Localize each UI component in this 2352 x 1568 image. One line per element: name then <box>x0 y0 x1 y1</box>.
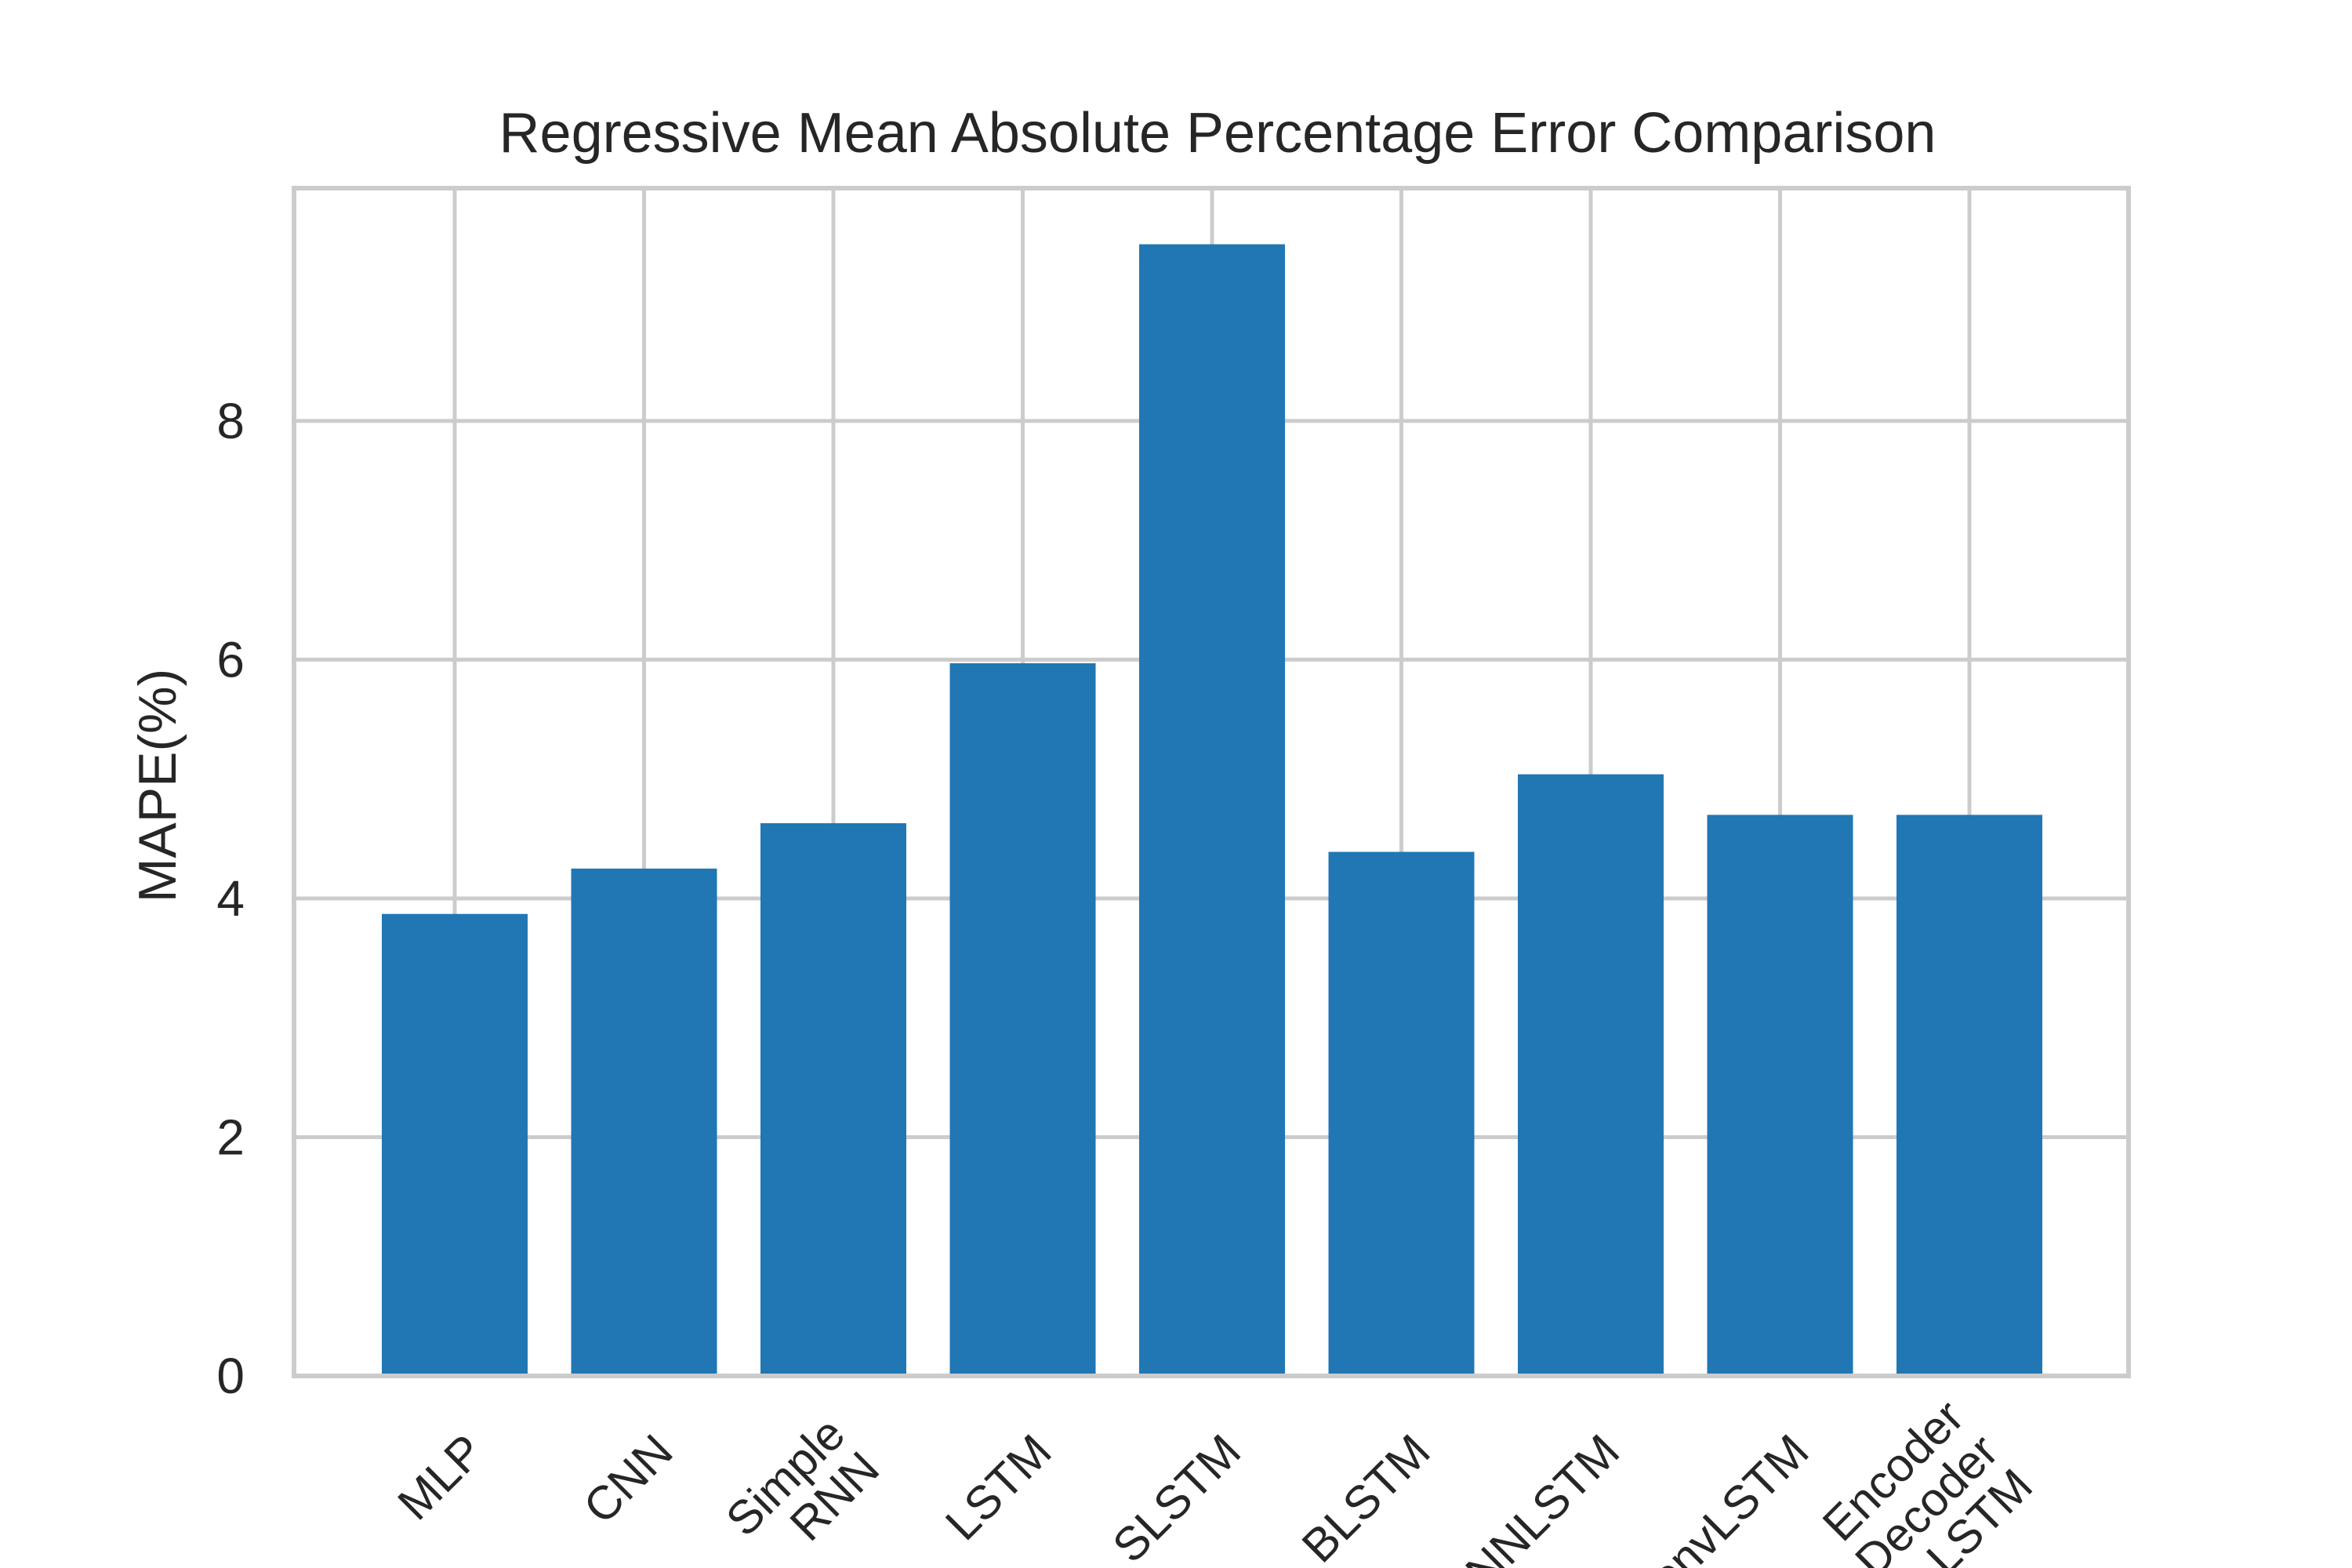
x-tick-label: LSTM <box>935 1425 1062 1551</box>
bar <box>1707 815 1853 1376</box>
x-tick-label: BLSTM <box>1292 1425 1440 1568</box>
x-tick-label: EncoderDecoderLSTM <box>1811 1390 2042 1568</box>
bar <box>571 868 717 1376</box>
bar <box>1139 244 1285 1377</box>
x-tick-label: MLP <box>388 1425 494 1530</box>
bar <box>1518 774 1664 1376</box>
x-tick-label: CNNLSTM <box>1432 1425 1629 1568</box>
plot-frame <box>292 186 2131 1378</box>
bars <box>382 244 2042 1377</box>
chart-title: Regressive Mean Absolute Percentage Erro… <box>499 102 1936 165</box>
x-tick-label: CNN <box>573 1425 682 1534</box>
bar <box>1896 815 2042 1376</box>
y-tick-label: 0 <box>216 1348 245 1404</box>
x-tick-labels: MLP CNN SimpleRNN LSTM SLSTM BLSTMCNNLSTMConv… <box>388 1390 2042 1568</box>
bar <box>1328 851 1475 1376</box>
y-tick-label: 4 <box>216 870 245 927</box>
y-tick-label: 2 <box>216 1109 245 1165</box>
bar <box>760 823 906 1376</box>
y-tick-label: 8 <box>216 393 245 449</box>
x-tick-label: SimpleRNN <box>716 1407 889 1568</box>
x-tick-label: ConvLSTM <box>1615 1425 1819 1568</box>
x-tick-label: SLSTM <box>1102 1425 1250 1568</box>
y-tick-label: 6 <box>216 631 245 688</box>
y-axis-label: MAPE(%) <box>128 669 187 902</box>
y-tick-labels: 0 2 4 6 8 <box>216 393 245 1404</box>
bar <box>382 913 528 1376</box>
bar <box>949 663 1096 1376</box>
